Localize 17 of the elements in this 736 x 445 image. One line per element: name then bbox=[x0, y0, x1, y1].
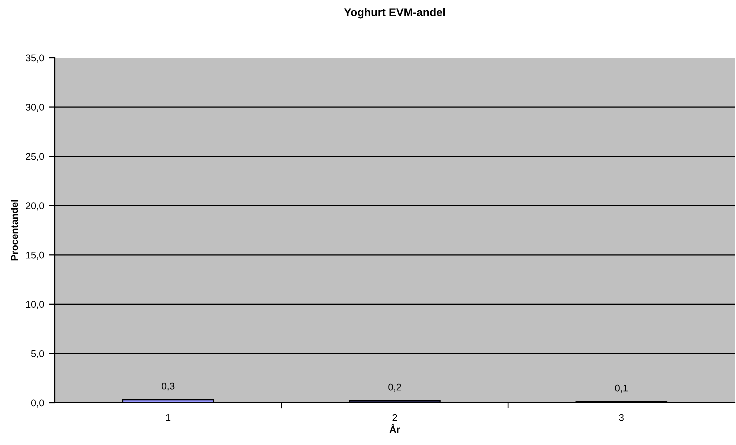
x-tick-label: 3 bbox=[619, 414, 624, 422]
y-tick-label: 10,0 bbox=[26, 301, 44, 310]
y-tick-label: 0,0 bbox=[31, 400, 44, 408]
y-tick-label: 5,0 bbox=[31, 350, 44, 358]
chart-title: Yoghurt EVM-andel bbox=[344, 8, 446, 19]
y-tick-label: 30,0 bbox=[26, 104, 44, 112]
data-label: 0,1 bbox=[615, 384, 628, 393]
data-label: 0,3 bbox=[162, 382, 175, 391]
y-axis-title: Procentandel bbox=[11, 200, 18, 261]
y-tick-label: 20,0 bbox=[26, 202, 44, 211]
x-axis-title: År bbox=[390, 424, 400, 433]
data-label: 0,2 bbox=[388, 384, 402, 392]
x-tick-label: 2 bbox=[392, 414, 398, 422]
y-tick-label: 35,0 bbox=[26, 54, 44, 63]
x-tick-label: 1 bbox=[166, 414, 171, 422]
y-tick-label: 25,0 bbox=[26, 153, 44, 162]
y-tick-label: 15,0 bbox=[26, 252, 44, 260]
